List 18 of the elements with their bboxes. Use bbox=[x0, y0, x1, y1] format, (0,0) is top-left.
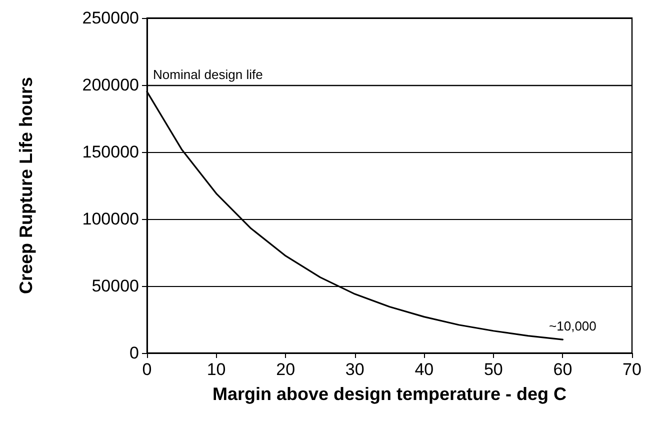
y-tick-label: 150000 bbox=[82, 142, 139, 162]
ref-line-label: Nominal design life bbox=[153, 67, 263, 82]
x-tick-label: 40 bbox=[414, 360, 434, 379]
y-tick-label: 100000 bbox=[82, 210, 139, 228]
x-tick-label: 50 bbox=[484, 360, 503, 379]
y-tick-label: 200000 bbox=[82, 76, 139, 94]
y-axis-title: Creep Rupture Life hours bbox=[16, 76, 36, 294]
y-tick-label: 250000 bbox=[82, 8, 139, 28]
x-tick-label: 10 bbox=[206, 360, 226, 379]
y-tick-label: 50000 bbox=[92, 276, 139, 296]
y-tick-label: 0 bbox=[130, 344, 139, 362]
x-tick-label: 70 bbox=[622, 360, 642, 379]
x-tick-label: 30 bbox=[345, 360, 364, 379]
x-tick-label: 60 bbox=[553, 360, 572, 379]
x-tick-label: 20 bbox=[276, 360, 296, 379]
x-tick-label: 0 bbox=[142, 360, 152, 379]
x-axis-title: Margin above design temperature - deg C bbox=[212, 384, 567, 404]
annotation: ~10,000 bbox=[549, 318, 596, 334]
